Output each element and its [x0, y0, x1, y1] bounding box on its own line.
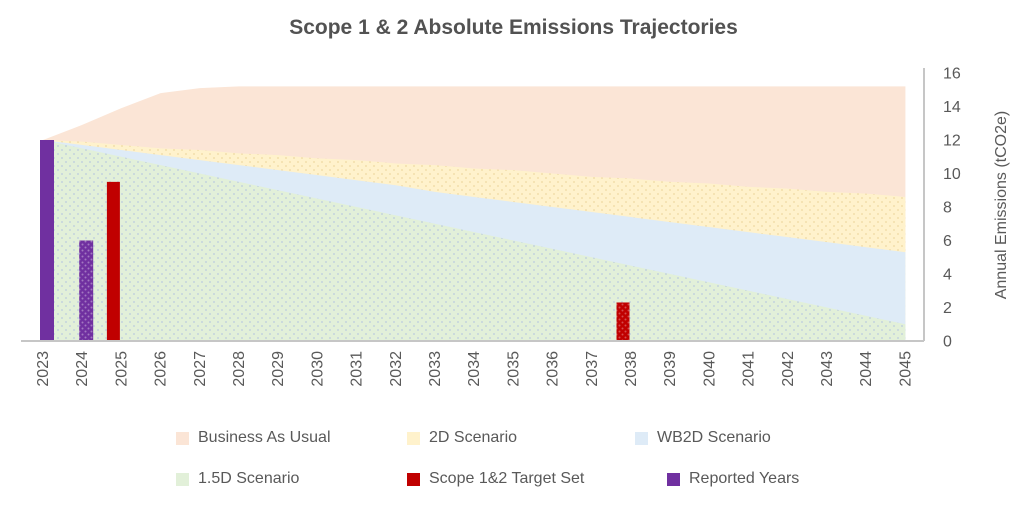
- legend-label: WB2D Scenario: [657, 429, 771, 446]
- legend-swatch-wb2d-scenario: [635, 431, 648, 445]
- x-tick-2039: 2039: [662, 351, 679, 387]
- x-tick-2044: 2044: [858, 351, 875, 387]
- legend-item-scope-target-set: Scope 1&2 Target Set: [407, 470, 584, 488]
- x-tick-2045: 2045: [897, 351, 914, 387]
- legend-label: 2D Scenario: [429, 429, 518, 446]
- x-tick-2029: 2029: [270, 351, 287, 387]
- x-tick-2033: 2033: [427, 351, 444, 387]
- x-tick-2031: 2031: [349, 351, 366, 387]
- legend-swatch-business-as-usual: [176, 431, 189, 445]
- x-tick-2030: 2030: [309, 351, 326, 387]
- y-tick-4: 4: [943, 267, 952, 284]
- y-tick-2: 2: [943, 300, 952, 317]
- y-axis-title: Annual Emissions (tCO2e): [993, 110, 1010, 300]
- x-tick-2032: 2032: [388, 351, 405, 387]
- area-series-layer: [43, 86, 906, 342]
- x-tick-2043: 2043: [819, 351, 836, 387]
- legend-item-wb2d-scenario: WB2D Scenario: [635, 429, 771, 447]
- bar-scope-1-2-target-set-2038: [616, 302, 630, 341]
- bar-scope-1-2-target-set-2025: [106, 181, 120, 341]
- axes-layer: [21, 68, 925, 342]
- x-tick-2026: 2026: [153, 351, 170, 387]
- legend-item-reported-years: Reported Years: [667, 470, 799, 488]
- area-1-5d-scenario: [43, 140, 906, 341]
- bar-reported-years-2024: [79, 240, 94, 341]
- chart-title: Scope 1 & 2 Absolute Emissions Trajector…: [289, 16, 738, 39]
- x-tick-2025: 2025: [113, 351, 130, 387]
- bar-series-layer: [40, 140, 630, 341]
- emissions-chart: 2023 2024 2025 2026 2027 2028 2029 2030 2031 2032…: [21, 66, 961, 387]
- x-tick-2024: 2024: [74, 351, 91, 387]
- y-tick-6: 6: [943, 233, 952, 250]
- legend-label: Reported Years: [689, 470, 800, 487]
- x-tick-2035: 2035: [505, 351, 522, 387]
- legend-item-business-as-usual: Business As Usual: [176, 429, 331, 447]
- y-tick-16: 16: [943, 66, 961, 83]
- x-tick-2038: 2038: [623, 351, 640, 387]
- y-tick-12: 12: [943, 133, 961, 150]
- y-tick-14: 14: [943, 99, 961, 116]
- x-tick-2028: 2028: [231, 351, 248, 387]
- legend-label: Business As Usual: [198, 429, 331, 446]
- x-tick-labels: 2023 2024 2025 2026 2027 2028 2029 2030 2031 2032…: [35, 351, 914, 387]
- x-tick-2034: 2034: [466, 351, 483, 387]
- x-tick-2041: 2041: [741, 351, 758, 387]
- x-tick-2040: 2040: [701, 351, 718, 387]
- legend-swatch-scope-target-set: [407, 472, 420, 486]
- x-tick-2027: 2027: [192, 351, 209, 387]
- legend-item-2d-scenario: 2D Scenario: [407, 429, 517, 447]
- legend-label: 1.5D Scenario: [198, 470, 300, 487]
- legend-swatch-1-5d-scenario: [176, 472, 189, 486]
- legend-item-1-5d-scenario: 1.5D Scenario: [176, 470, 299, 488]
- y-tick-labels: 0 2 4 6 8 10 12 14 16: [943, 66, 961, 351]
- x-tick-2042: 2042: [780, 351, 797, 387]
- x-tick-2023: 2023: [35, 351, 52, 387]
- legend-label: Scope 1&2 Target Set: [429, 470, 585, 487]
- y-tick-10: 10: [943, 166, 961, 183]
- y-tick-0: 0: [943, 334, 952, 351]
- bar-reported-years-2023: [40, 140, 54, 341]
- x-tick-2037: 2037: [584, 351, 601, 387]
- y-tick-8: 8: [943, 200, 952, 217]
- legend-swatch-2d-scenario: [407, 431, 420, 445]
- legend-swatch-reported-years: [667, 472, 680, 486]
- x-tick-2036: 2036: [545, 351, 562, 387]
